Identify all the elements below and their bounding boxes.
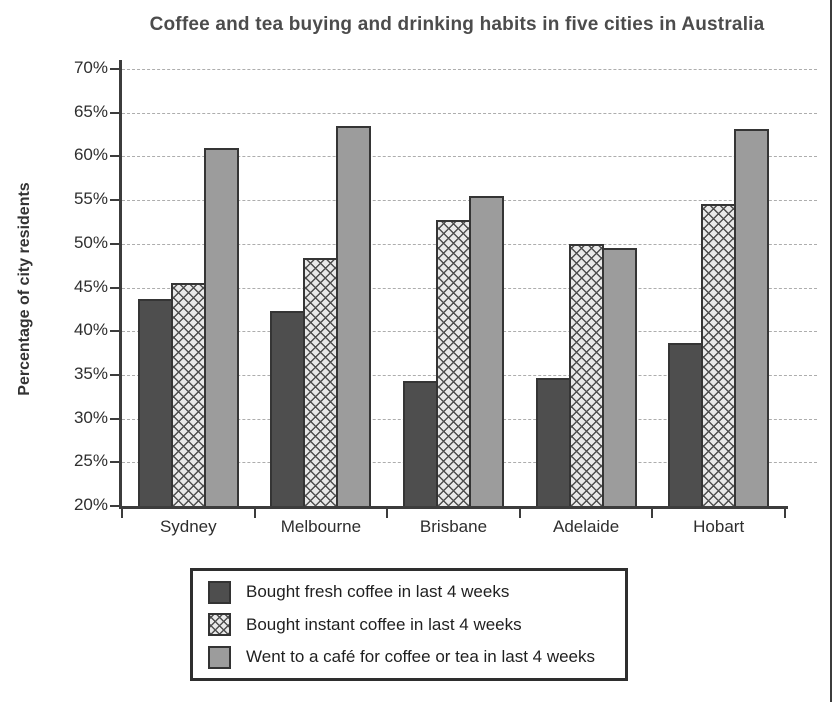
- y-tick-mark-50%: [110, 242, 119, 245]
- bar-brisbane-series3: [468, 195, 504, 506]
- y-tick-label-50%: 50%: [73, 232, 108, 252]
- y-axis-tick-labels: 70% 65% 60% 55% 50% 45% 40% 35% 30% 25% 20%: [20, 58, 108, 514]
- x-axis-category-labels: Sydney Melbourne Brisbane Adelaide Hobart: [122, 517, 785, 537]
- bar-hobart-series2: [701, 204, 737, 506]
- legend-box: Bought fresh coffee in last 4 weeks Boug…: [190, 568, 628, 681]
- legend-swatch-gray-solid-icon: [208, 645, 231, 669]
- bar-sydney-series2: [170, 283, 206, 506]
- bar-adelaide-series2: [568, 243, 604, 506]
- y-tick-mark-30%: [110, 417, 119, 420]
- y-tick-mark-45%: [110, 286, 119, 289]
- chart-title: Coffee and tea buying and drinking habit…: [149, 14, 765, 35]
- y-tick-mark-40%: [110, 330, 119, 333]
- y-tick-mark-55%: [110, 199, 119, 202]
- x-category-label-hobart: Hobart: [693, 517, 745, 536]
- x-tick-mark-0: [121, 509, 123, 518]
- legend-swatch-crosshatch-icon: [208, 613, 231, 636]
- bar-group-sydney: [122, 69, 255, 506]
- y-tick-label-40%: 40%: [73, 320, 108, 340]
- x-tick-mark-1: [253, 509, 256, 518]
- x-axis-line: [119, 506, 788, 509]
- y-tick-label-20%: 20%: [73, 495, 108, 514]
- plot-area: [110, 60, 817, 518]
- y-tick-mark-60%: [110, 155, 119, 158]
- y-tick-label-55%: 55%: [73, 189, 108, 209]
- y-tick-label-35%: 35%: [73, 363, 108, 383]
- x-category-label-adelaide: Adelaide: [552, 517, 620, 536]
- y-tick-mark-20%: [110, 505, 119, 507]
- legend-swatch-dark-solid-icon: [208, 580, 231, 604]
- bar-melbourne-series1: [270, 311, 306, 506]
- y-tick-label-30%: 30%: [73, 407, 108, 427]
- legend-row-fresh-coffee: Bought fresh coffee in last 4 weeks: [208, 580, 625, 604]
- bar-group-melbourne: [255, 69, 388, 506]
- legend-row-instant-coffee: Bought instant coffee in last 4 weeks: [208, 613, 625, 636]
- x-tick-mark-2: [386, 509, 389, 518]
- bars-layer: [122, 69, 785, 506]
- gridline-60%: [122, 156, 817, 158]
- bar-adelaide-series1: [535, 378, 571, 506]
- x-category-label-melbourne: Melbourne: [280, 517, 362, 536]
- y-tick-mark-35%: [110, 373, 119, 376]
- y-tick-mark-70%: [110, 68, 119, 70]
- bar-hobart-series1: [668, 343, 704, 506]
- y-axis-line: [119, 60, 122, 509]
- x-tick-mark-5: [784, 509, 786, 518]
- bar-adelaide-series3: [601, 248, 637, 506]
- gridline-70%: [122, 69, 817, 70]
- legend-row-cafe: Went to a café for coffee or tea in last…: [208, 645, 625, 669]
- y-tick-label-25%: 25%: [73, 451, 108, 471]
- x-category-label-sydney: Sydney: [159, 517, 217, 536]
- bar-group-brisbane: [387, 69, 520, 506]
- bar-hobart-series3: [734, 129, 770, 506]
- scan-edge-line: [830, 0, 832, 702]
- legend-label-cafe: Went to a café for coffee or tea in last…: [246, 647, 596, 666]
- bar-brisbane-series2: [435, 220, 471, 506]
- gridline-65%: [122, 112, 817, 114]
- bar-group-hobart: [652, 69, 785, 506]
- y-tick-label-65%: 65%: [73, 101, 108, 121]
- bar-brisbane-series1: [402, 381, 438, 506]
- legend-label-fresh-coffee: Bought fresh coffee in last 4 weeks: [246, 582, 510, 601]
- bar-group-adelaide: [520, 69, 653, 506]
- y-tick-label-45%: 45%: [73, 276, 108, 296]
- x-category-label-brisbane: Brisbane: [419, 517, 488, 536]
- x-tick-mark-4: [651, 509, 654, 518]
- x-tick-mark-3: [518, 509, 521, 518]
- bar-melbourne-series3: [336, 125, 372, 506]
- bar-sydney-series1: [137, 298, 173, 506]
- y-tick-mark-65%: [110, 111, 119, 114]
- y-tick-mark-25%: [110, 461, 119, 464]
- bar-sydney-series3: [203, 147, 239, 506]
- bar-melbourne-series2: [303, 257, 339, 506]
- y-tick-label-70%: 70%: [73, 58, 108, 77]
- legend-label-instant-coffee: Bought instant coffee in last 4 weeks: [246, 614, 522, 634]
- y-tick-label-60%: 60%: [73, 145, 108, 165]
